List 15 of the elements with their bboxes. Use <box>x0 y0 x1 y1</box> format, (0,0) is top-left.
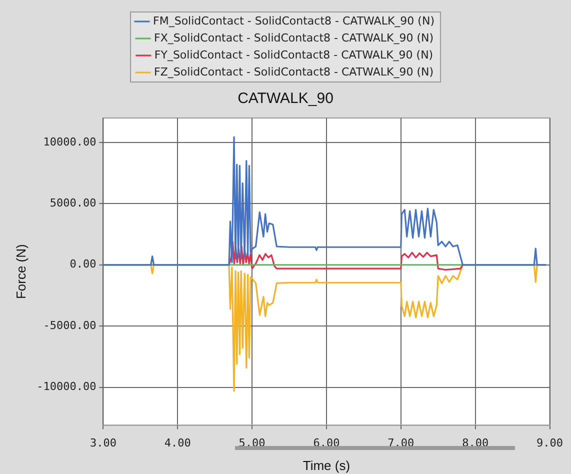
legend-label: FZ_SolidContact - SolidContact8 - CATWALK_90 (N) <box>154 65 434 78</box>
y-tick-label: -10000.00 <box>36 380 96 394</box>
x-tick-label: 4.00 <box>164 436 191 450</box>
x-tick-label: 9.00 <box>536 436 564 450</box>
chart-title: CATWALK_90 <box>238 90 334 108</box>
x-axis-title: Time (s) <box>302 458 350 473</box>
legend-label: FX_SolidContact - SolidContact8 - CATWALK_90 (N) <box>154 31 434 44</box>
x-tick-label: 3.00 <box>90 436 116 450</box>
y-tick-label: 0.00 <box>70 258 96 271</box>
legend-label: FY_SolidContact - SolidContact8 - CATWALK_90 (N) <box>154 48 434 62</box>
y-tick-label: 5000.00 <box>50 196 96 210</box>
y-tick-label: 10000.00 <box>43 135 96 148</box>
y-tick-label: -5000.00 <box>43 318 96 332</box>
legend-label: FM_SolidContact - SolidContact8 - CATWALK_90 (N) <box>153 14 434 28</box>
y-axis-title: Force (N) <box>13 244 28 300</box>
